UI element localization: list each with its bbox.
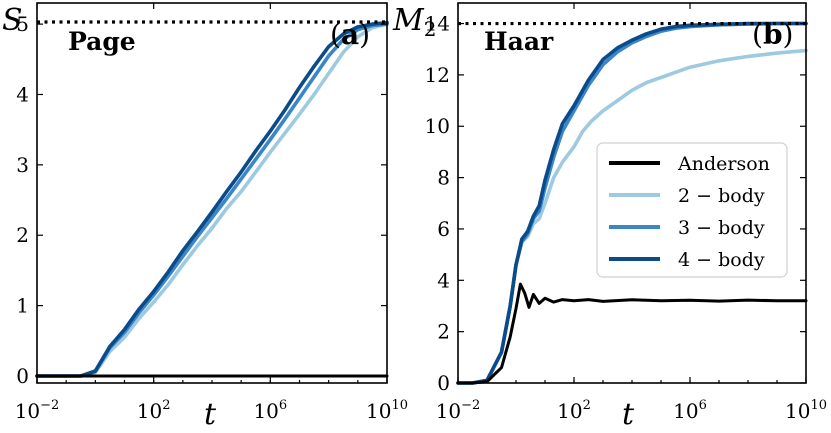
panel-a-series-2-body	[35, 22, 389, 378]
panel-b-ytick-label-12: 12	[425, 63, 450, 87]
panel-b-ylabel-sub: 2	[424, 17, 437, 41]
panel-a-ytick-label-1: 1	[16, 294, 29, 318]
panel-a-xtick-label-10: 1010	[366, 398, 408, 423]
panel-b-xlabel: t	[622, 397, 635, 432]
panel-a-yticks: 0 1 2 3 4 5	[16, 12, 387, 388]
legend-label-2-body: 2 − body	[678, 185, 765, 207]
panel-b-xtick-label-2: 102	[557, 398, 591, 423]
legend: Anderson 2 − body 3 − body 4 − body	[596, 142, 788, 278]
panel-a-ytick-label-4: 4	[16, 82, 29, 106]
legend-label-3-body: 3 − body	[678, 217, 765, 239]
panel-a-xtick-label-2: 10−2	[15, 398, 60, 423]
panel-b-ytick-label-8: 8	[437, 166, 450, 190]
legend-box	[596, 142, 788, 278]
panel-b-series-anderson	[456, 282, 808, 385]
panel-a-series-4-body	[35, 20, 389, 378]
panel-b-ytick-label-6: 6	[437, 217, 450, 241]
panel-a: Page (a) 0 1 2 3 4 5 10−2 102 106 1010 S t	[2, 2, 408, 432]
legend-label-anderson: Anderson	[677, 153, 770, 175]
panel-a-xtick-label-6: 106	[253, 398, 287, 423]
panel-a-xtick-label-2: 102	[137, 398, 171, 423]
panel-b-haar-label: Haar	[484, 27, 554, 56]
panel-b-tag: (b)	[752, 18, 793, 51]
panel-a-page-label: Page	[68, 27, 136, 56]
panel-a-tag-letter: a	[341, 18, 359, 51]
panel-a-xlabel: t	[204, 397, 217, 432]
panel-a-tag: (a)	[330, 18, 370, 51]
panel-a-ytick-label-0: 0	[16, 364, 29, 388]
panel-a-series-3-body	[35, 22, 389, 378]
panel-b-ytick-label-4: 4	[437, 268, 450, 292]
panel-b-xtick-label-10: 1010	[785, 398, 827, 423]
panel-b-ytick-label-0: 0	[437, 371, 450, 395]
panel-a-frame	[36, 2, 388, 384]
panel-b-frame	[457, 2, 807, 384]
panel-b-ylabel: M2	[392, 3, 436, 41]
panel-a-ytick-label-3: 3	[16, 153, 29, 177]
panel-b-ylabel-main: M	[392, 3, 425, 38]
panel-b-series	[456, 21, 808, 385]
panel-b-ytick-label-10: 10	[425, 114, 450, 138]
legend-label-4-body: 4 − body	[678, 249, 765, 271]
panel-b-ytick-label-2: 2	[437, 320, 450, 344]
panel-a-xticks: 10−2 102 106 1010	[15, 3, 408, 423]
panel-b-ytick-label-14: 14	[425, 12, 450, 36]
panel-b-tag-letter: b	[763, 18, 783, 51]
panel-a-ytick-label-2: 2	[16, 223, 29, 247]
panel-b-yticks: 0 2 4 6 8 10 12 14	[425, 12, 806, 395]
panel-a-ytick-label-5: 5	[16, 12, 29, 36]
panel-b-xtick-label-2: 10−2	[436, 398, 481, 423]
panel-b-xtick-label-6: 106	[673, 398, 707, 423]
panel-b-series-4-body	[456, 21, 808, 385]
panel-a-ylabel: S	[2, 3, 23, 38]
panel-a-series	[35, 20, 389, 378]
